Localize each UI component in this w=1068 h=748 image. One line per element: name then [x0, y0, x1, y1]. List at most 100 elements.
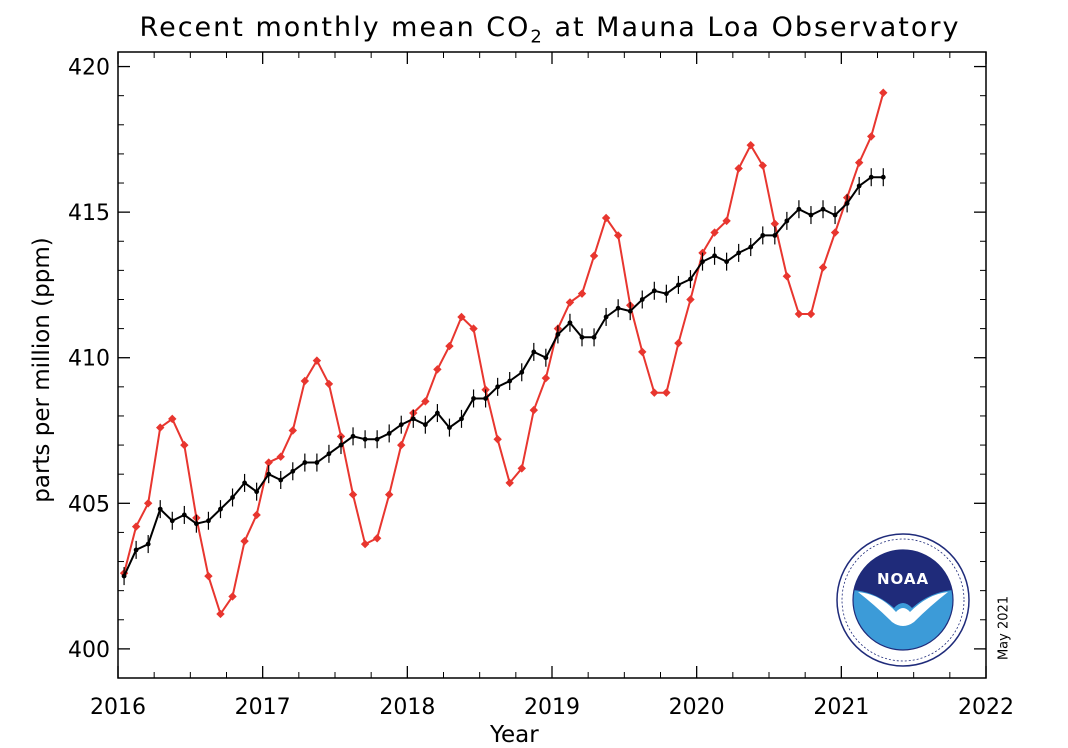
trend-point	[278, 477, 284, 483]
monthly-mean-point	[505, 478, 514, 488]
trend-point	[422, 422, 428, 428]
monthly-mean-point	[240, 536, 249, 546]
trend-point	[157, 506, 163, 512]
trend-point	[555, 332, 561, 337]
monthly-mean-point	[445, 341, 454, 351]
monthly-mean-point	[288, 426, 297, 435]
monthly-mean-point	[565, 298, 575, 307]
monthly-mean-point	[806, 309, 816, 319]
monthly-mean-point	[662, 388, 671, 397]
trend-point	[230, 495, 235, 500]
monthly-mean-point	[746, 140, 755, 150]
monthly-mean-point	[264, 458, 273, 467]
monthly-mean-point	[252, 510, 261, 520]
trend-point	[880, 174, 886, 180]
monthly-mean-point	[312, 356, 322, 365]
monthly-mean-point	[794, 309, 804, 319]
monthly-mean-point	[577, 289, 587, 298]
trend-point	[471, 396, 476, 401]
trend-point	[808, 212, 814, 218]
trend-point	[639, 297, 645, 302]
monthly-mean-point	[541, 373, 551, 383]
trend-point	[314, 460, 320, 465]
x-tick-label: 2016	[90, 695, 146, 720]
trend-point	[410, 416, 416, 422]
trend-point	[603, 314, 609, 320]
monthly-mean-point	[734, 164, 743, 173]
monthly-mean-point	[348, 490, 358, 499]
trend-point	[483, 396, 488, 401]
x-tick-label: 2019	[524, 695, 580, 720]
trend-point	[784, 218, 790, 224]
noaa-logo-text: NOAA	[877, 570, 929, 588]
x-tick-label: 2020	[669, 695, 725, 720]
trend-point	[615, 305, 621, 311]
monthly-mean-point	[168, 414, 177, 424]
monthly-mean-point	[433, 365, 442, 374]
x-tick-label: 2018	[379, 695, 435, 720]
monthly-mean-point	[613, 231, 623, 240]
monthly-mean-point	[276, 452, 285, 461]
monthly-mean-point	[372, 534, 382, 543]
trend-point	[868, 174, 874, 180]
trend-point	[579, 334, 585, 340]
monthly-mean-point	[216, 609, 225, 619]
monthly-mean-point	[300, 376, 310, 386]
monthly-mean-point	[650, 388, 659, 397]
trend-point	[121, 573, 127, 579]
series-layer	[119, 88, 888, 619]
trend-point	[700, 259, 705, 265]
trend-point	[748, 244, 754, 250]
trend-point	[651, 288, 657, 294]
date-label: May 2021	[996, 595, 1012, 661]
trend-point	[326, 451, 332, 457]
trend-point	[772, 233, 778, 238]
monthly-mean-point	[589, 251, 599, 261]
monthly-mean-point	[722, 216, 731, 226]
trend-point	[350, 433, 356, 439]
plot-frame: 2016 2017 2018 2019 2020 2021 2022 400 405 410 415…	[68, 51, 1014, 720]
monthly-mean-point	[517, 464, 526, 473]
monthly-mean-point	[143, 499, 153, 508]
trend-point	[206, 518, 211, 524]
trend-point	[434, 410, 440, 416]
trend-point	[543, 355, 549, 361]
monthly-mean-point	[758, 161, 767, 170]
monthly-mean-point	[360, 539, 370, 549]
y-tick-label: 420	[68, 56, 110, 81]
trend-point	[832, 212, 838, 218]
trend-line	[123, 176, 884, 577]
monthly-mean-point	[818, 263, 828, 272]
trend-point	[712, 253, 717, 259]
trend-point	[724, 259, 730, 265]
trend-point	[507, 378, 513, 384]
trend-point	[844, 201, 850, 206]
monthly-mean-point	[529, 405, 539, 415]
monthly-mean-point	[397, 440, 406, 450]
trend-point	[386, 431, 392, 436]
trend-point	[856, 183, 862, 189]
trend-point	[736, 250, 742, 256]
monthly-mean-point	[421, 397, 430, 406]
trend-point	[820, 206, 826, 212]
trend-point	[133, 547, 139, 553]
trend-point	[459, 416, 464, 422]
trend-point	[688, 276, 693, 282]
y-tick-label: 410	[68, 347, 110, 372]
x-tick-label: 2021	[813, 695, 869, 720]
x-axis-label: Year	[490, 722, 539, 748]
trend-point	[242, 480, 247, 486]
monthly-mean-point	[601, 213, 611, 223]
trend-point	[676, 282, 681, 288]
monthly-mean-point	[710, 228, 719, 237]
monthly-mean-point	[782, 271, 792, 281]
monthly-mean-point	[638, 347, 647, 357]
trend-point	[290, 468, 296, 474]
trend-point	[591, 334, 597, 340]
trend-point	[627, 308, 633, 314]
trend-point	[398, 422, 404, 428]
y-tick-label: 400	[68, 638, 110, 663]
trend-point	[796, 206, 802, 212]
y-tick-label: 415	[68, 201, 110, 226]
